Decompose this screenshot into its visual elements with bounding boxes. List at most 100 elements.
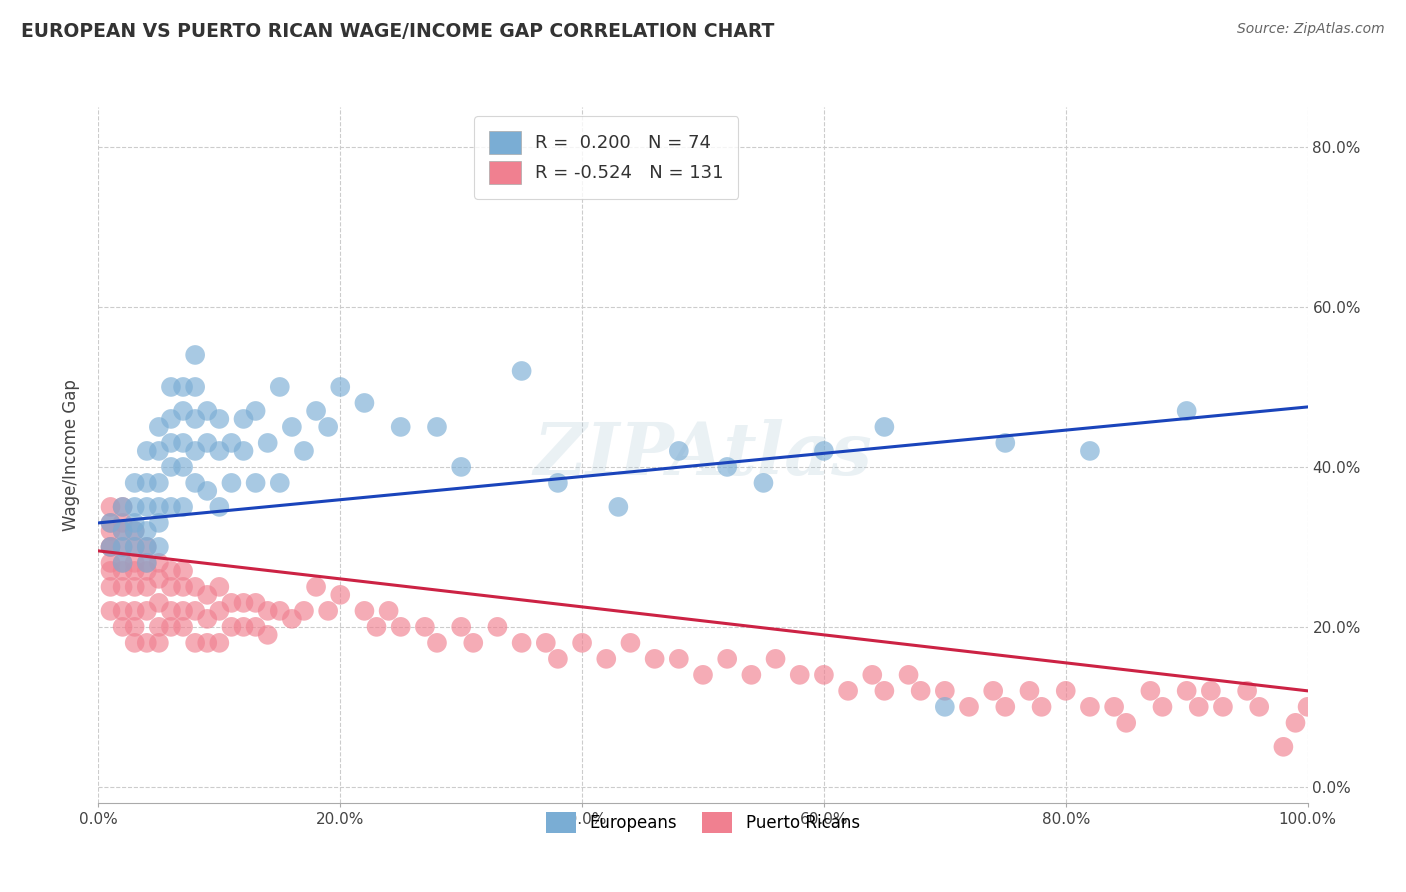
Point <box>607 500 630 514</box>
Point <box>111 540 134 554</box>
Point <box>184 348 207 362</box>
Text: Source: ZipAtlas.com: Source: ZipAtlas.com <box>1237 22 1385 37</box>
Point <box>111 564 134 578</box>
Point <box>135 556 157 570</box>
Point <box>135 500 157 514</box>
Point <box>195 483 218 498</box>
Point <box>100 524 122 538</box>
Point <box>124 564 146 578</box>
Point <box>208 580 231 594</box>
Point <box>1175 683 1198 698</box>
Point <box>100 540 122 554</box>
Point <box>450 459 472 474</box>
Point <box>184 636 207 650</box>
Point <box>160 380 183 394</box>
Point <box>994 699 1017 714</box>
Point <box>837 683 859 698</box>
Point <box>281 612 304 626</box>
Point <box>124 580 146 594</box>
Point <box>221 475 243 490</box>
Point <box>160 412 183 426</box>
Point <box>195 612 218 626</box>
Point <box>595 652 617 666</box>
Point <box>148 572 170 586</box>
Point <box>232 412 254 426</box>
Point <box>148 500 170 514</box>
Point <box>100 540 122 554</box>
Point <box>377 604 399 618</box>
Point <box>111 540 134 554</box>
Point <box>353 396 375 410</box>
Point <box>184 444 207 458</box>
Point <box>221 596 243 610</box>
Point <box>1212 699 1234 714</box>
Point <box>256 604 278 618</box>
Point <box>124 516 146 530</box>
Point <box>111 500 134 514</box>
Point <box>644 652 666 666</box>
Point <box>100 500 122 514</box>
Point <box>148 596 170 610</box>
Point <box>1152 699 1174 714</box>
Point <box>981 683 1004 698</box>
Point <box>789 668 811 682</box>
Point <box>389 420 412 434</box>
Point <box>1272 739 1295 754</box>
Point <box>1139 683 1161 698</box>
Point <box>765 652 787 666</box>
Point <box>135 636 157 650</box>
Point <box>221 436 243 450</box>
Point <box>208 636 231 650</box>
Point <box>135 604 157 618</box>
Point <box>135 540 157 554</box>
Point <box>305 404 328 418</box>
Point <box>135 524 157 538</box>
Point <box>148 475 170 490</box>
Point <box>160 436 183 450</box>
Point <box>1199 683 1222 698</box>
Point <box>245 596 267 610</box>
Point <box>100 580 122 594</box>
Point <box>208 604 231 618</box>
Point <box>135 564 157 578</box>
Point <box>269 475 291 490</box>
Point <box>124 604 146 618</box>
Point <box>897 668 920 682</box>
Point <box>148 620 170 634</box>
Point <box>1102 699 1125 714</box>
Point <box>135 475 157 490</box>
Point <box>184 412 207 426</box>
Point <box>111 556 134 570</box>
Point <box>100 604 122 618</box>
Point <box>172 459 194 474</box>
Point <box>1054 683 1077 698</box>
Point <box>1249 699 1271 714</box>
Point <box>1188 699 1211 714</box>
Point <box>994 436 1017 450</box>
Point <box>135 580 157 594</box>
Point <box>172 436 194 450</box>
Point <box>740 668 762 682</box>
Point <box>160 564 183 578</box>
Text: EUROPEAN VS PUERTO RICAN WAGE/INCOME GAP CORRELATION CHART: EUROPEAN VS PUERTO RICAN WAGE/INCOME GAP… <box>21 22 775 41</box>
Point <box>716 652 738 666</box>
Point <box>860 668 883 682</box>
Point <box>148 516 170 530</box>
Point <box>100 564 122 578</box>
Point <box>208 444 231 458</box>
Point <box>100 516 122 530</box>
Point <box>111 556 134 570</box>
Point <box>111 524 134 538</box>
Point <box>353 604 375 618</box>
Point <box>1115 715 1137 730</box>
Point <box>160 580 183 594</box>
Point <box>463 636 485 650</box>
Point <box>281 420 304 434</box>
Legend: Europeans, Puerto Ricans: Europeans, Puerto Ricans <box>533 798 873 847</box>
Point <box>184 380 207 394</box>
Point <box>148 444 170 458</box>
Point <box>269 380 291 394</box>
Point <box>111 604 134 618</box>
Point <box>668 444 690 458</box>
Point <box>910 683 932 698</box>
